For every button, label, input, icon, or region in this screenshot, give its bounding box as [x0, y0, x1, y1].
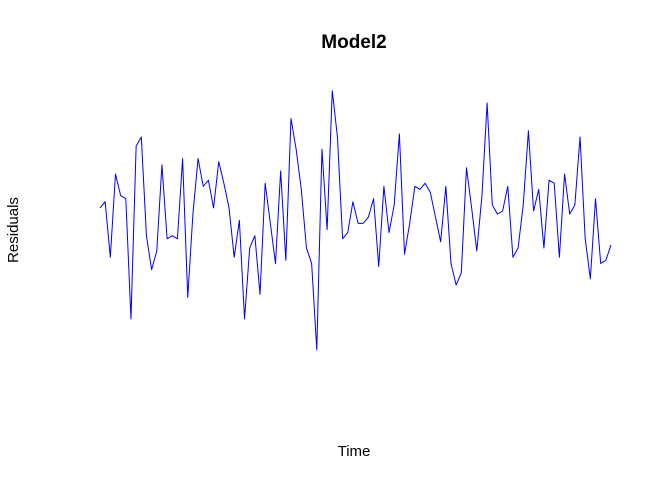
plot-area	[99, 90, 612, 351]
x-axis-label: Time	[338, 443, 371, 460]
chart-title: Model2	[321, 32, 386, 53]
y-axis-label: Residuals	[5, 197, 22, 263]
residuals-series-line	[99, 90, 612, 351]
